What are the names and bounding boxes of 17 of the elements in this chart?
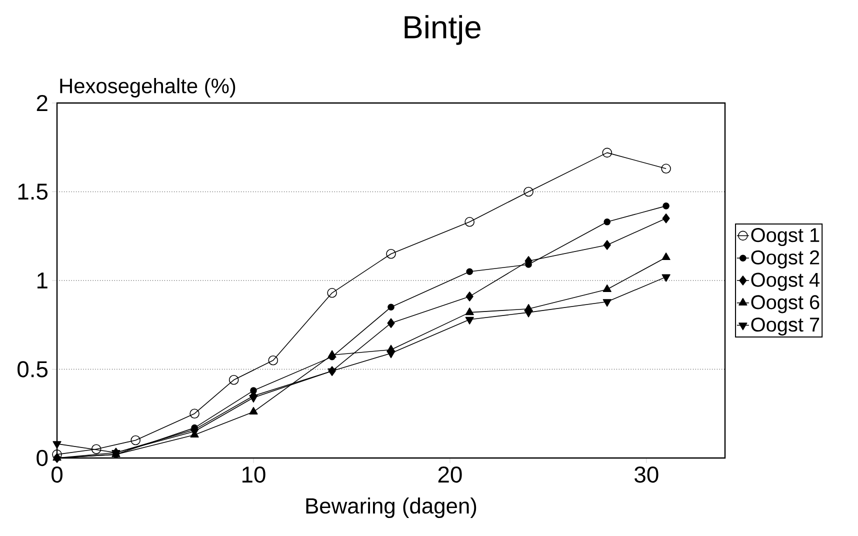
y-axis-title: Hexosegehalte (%) — [60, 78, 236, 98]
x-tick-label: 20 — [438, 466, 462, 483]
x-axis-title: Bewaring (dagen) — [306, 498, 476, 518]
y-tick-label: 0 — [36, 450, 48, 466]
y-tick-label: 0.5 — [18, 361, 48, 378]
legend-label: Oogst 1 — [751, 228, 820, 246]
x-tick-label: 30 — [634, 466, 658, 483]
chart-title: Bintje — [404, 15, 480, 45]
legend-label: Oogst 2 — [751, 250, 820, 268]
x-tick-label: 0 — [52, 466, 62, 483]
legend-label: Oogst 4 — [751, 272, 820, 291]
x-tick-label: 10 — [242, 466, 266, 483]
y-tick-label: 2 — [36, 94, 48, 111]
legend-label: Oogst 6 — [751, 295, 820, 314]
y-tick-label: 1.5 — [18, 184, 48, 200]
y-tick-label: 1 — [37, 272, 48, 288]
legend-label: Oogst 7 — [751, 318, 820, 336]
